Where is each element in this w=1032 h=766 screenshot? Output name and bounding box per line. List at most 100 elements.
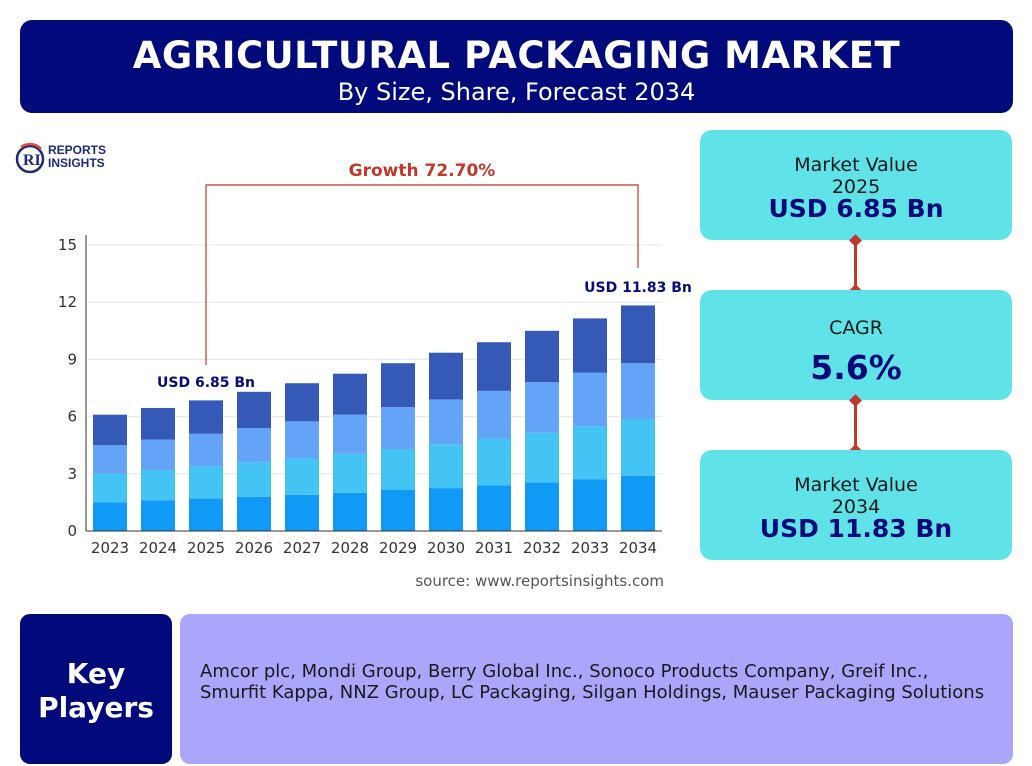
- end-value-label: USD 11.83 Bn: [584, 280, 692, 296]
- bar-segment-2032-s1: [525, 482, 559, 531]
- bar-segment-2026-s2: [237, 462, 271, 497]
- start-value-label: USD 6.85 Bn: [157, 375, 255, 391]
- bar-segment-2028-s1: [333, 492, 367, 531]
- bar-segment-2024-s1: [141, 500, 175, 531]
- bar-segment-2029-s1: [381, 490, 415, 531]
- source-note: source: www.reportsinsights.com: [415, 572, 664, 590]
- bar-segment-2032-s3: [525, 382, 559, 433]
- growth-bracket: [205, 184, 639, 365]
- logo-text-line1: REPORTS: [48, 143, 107, 157]
- bar-segment-2031-s3: [477, 390, 511, 439]
- x-tick-label: 2023: [91, 539, 129, 557]
- x-tick-label: 2034: [619, 539, 657, 557]
- bar-segment-2027-s2: [285, 458, 319, 495]
- bar-segment-2031-s1: [477, 485, 511, 531]
- bar-segment-2029-s4: [381, 363, 415, 408]
- bar-segment-2025-s4: [189, 400, 223, 434]
- bar-segment-2023-s1: [93, 502, 127, 531]
- bar-segment-2025-s3: [189, 433, 223, 467]
- bar-segment-2026-s1: [237, 496, 271, 531]
- stacked-bar-chart: 0 3 6 9 12 15 2023 2024 2025 2026 2027 2028 2029 2030…: [58, 161, 692, 557]
- bar-segment-2030-s2: [429, 444, 463, 489]
- x-tick-label: 2029: [379, 539, 417, 557]
- market-value-2034-value: USD 11.83 Bn: [759, 514, 953, 543]
- bar-segment-2027-s3: [285, 421, 319, 459]
- bar-segment-2034-s1: [621, 475, 655, 531]
- bar-segment-2026-s4: [237, 391, 271, 429]
- x-tick-label: 2025: [187, 539, 225, 557]
- bar-segment-2028-s2: [333, 453, 367, 493]
- logo-mark-icon: RI: [15, 142, 45, 174]
- page-title: AGRICULTURAL PACKAGING MARKET: [132, 34, 901, 77]
- market-value-2025-year: 2025: [831, 176, 881, 198]
- bars-layer: [93, 305, 655, 531]
- y-tick-label: 3: [67, 465, 77, 483]
- connector-line-1: [854, 240, 857, 290]
- market-value-2034-card: Market Value 2034 USD 11.83 Bn: [700, 450, 1012, 560]
- key-players-list: Amcor plc, Mondi Group, Berry Global Inc…: [200, 661, 985, 703]
- bar-segment-2023-s4: [93, 414, 127, 446]
- key-players-heading: Key Players: [20, 614, 172, 764]
- key-players-panel: Amcor plc, Mondi Group, Berry Global Inc…: [180, 614, 1013, 764]
- bar-segment-2025-s1: [189, 498, 223, 531]
- bar-segment-2033-s4: [573, 318, 607, 373]
- x-tick-label: 2026: [235, 539, 273, 557]
- market-value-2034-year: 2034: [831, 496, 881, 518]
- connector-line-2: [854, 400, 857, 450]
- axis-layer: 0 3 6 9 12 15 2023 2024 2025 2026 2027 2028 2029 2030…: [58, 235, 662, 557]
- bar-segment-2027-s4: [285, 383, 319, 422]
- market-value-2025-value: USD 6.85 Bn: [768, 194, 944, 223]
- reports-insights-logo: RI REPORTS INSIGHTS: [15, 142, 125, 178]
- y-tick-label: 6: [67, 408, 77, 426]
- page-subtitle: By Size, Share, Forecast 2034: [337, 78, 696, 106]
- grid-layer: [86, 244, 662, 475]
- y-tick-label: 12: [58, 293, 77, 311]
- bar-segment-2030-s3: [429, 399, 463, 445]
- y-tick-label: 9: [67, 350, 77, 368]
- bar-segment-2034-s4: [621, 305, 655, 364]
- x-tick-label: 2032: [523, 539, 561, 557]
- x-tick-label: 2024: [139, 539, 177, 557]
- x-tick-label: 2028: [331, 539, 369, 557]
- growth-label: Growth 72.70%: [349, 161, 496, 181]
- cagr-card: CAGR 5.6%: [700, 290, 1012, 400]
- bar-segment-2028-s3: [333, 414, 367, 454]
- bar-segment-2023-s3: [93, 445, 127, 474]
- bar-segment-2033-s2: [573, 426, 607, 480]
- bar-segment-2024-s2: [141, 469, 175, 501]
- bar-segment-2032-s2: [525, 432, 559, 483]
- bar-segment-2023-s2: [93, 473, 127, 503]
- logo-text: REPORTS INSIGHTS: [48, 144, 106, 170]
- bar-segment-2034-s3: [621, 363, 655, 420]
- market-value-2025-label: Market Value: [794, 154, 918, 176]
- market-value-2034-label: Market Value: [794, 474, 918, 496]
- svg-text:RI: RI: [23, 152, 41, 169]
- bar-segment-2024-s3: [141, 439, 175, 470]
- logo-text-line2: INSIGHTS: [48, 156, 105, 170]
- bar-segment-2030-s4: [429, 352, 463, 400]
- bar-segment-2028-s4: [333, 373, 367, 415]
- bar-segment-2024-s4: [141, 408, 175, 440]
- x-tick-label: 2027: [283, 539, 321, 557]
- x-tick-label: 2030: [427, 539, 465, 557]
- bar-segment-2031-s2: [477, 438, 511, 486]
- annotation-layer: Growth 72.70% USD 6.85 Bn USD 11.83 Bn: [157, 161, 692, 391]
- bar-segment-2027-s1: [285, 494, 319, 531]
- key-players-heading-line2: Players: [38, 691, 154, 724]
- market-value-2025-card: Market Value 2025 USD 6.85 Bn: [700, 130, 1012, 240]
- bar-segment-2026-s3: [237, 428, 271, 463]
- y-tick-label: 15: [58, 236, 77, 254]
- bar-segment-2034-s2: [621, 419, 655, 476]
- y-tick-label: 0: [67, 522, 77, 540]
- bar-segment-2033-s3: [573, 372, 607, 427]
- bar-segment-2031-s4: [477, 342, 511, 391]
- x-tick-label: 2033: [571, 539, 609, 557]
- bar-segment-2032-s4: [525, 330, 559, 383]
- bar-segment-2029-s3: [381, 407, 415, 450]
- bar-segment-2030-s1: [429, 488, 463, 531]
- bar-segment-2025-s2: [189, 466, 223, 499]
- bar-segment-2033-s1: [573, 479, 607, 531]
- x-tick-label: 2031: [475, 539, 513, 557]
- cagr-label: CAGR: [829, 317, 883, 339]
- bar-segment-2029-s2: [381, 449, 415, 491]
